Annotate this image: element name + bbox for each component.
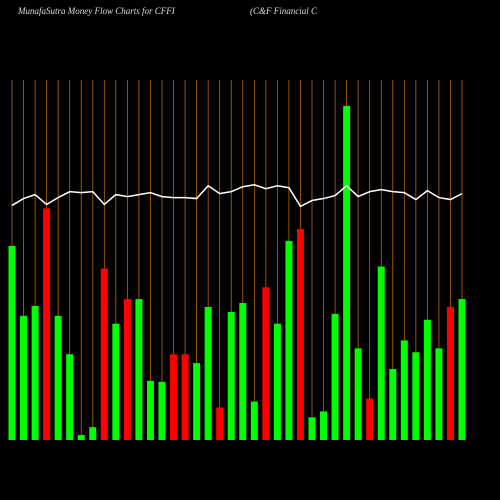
bar: [20, 315, 28, 440]
bar: [285, 240, 293, 440]
bar: [343, 105, 351, 441]
bar: [43, 208, 51, 440]
bar: [308, 417, 316, 440]
bar: [262, 287, 270, 440]
bar: [66, 354, 74, 440]
bar: [146, 380, 154, 440]
bar: [400, 340, 408, 440]
line: [11, 183, 463, 208]
bar: [227, 311, 235, 440]
bar: [204, 306, 212, 440]
bar: [158, 381, 166, 440]
bar: [181, 354, 189, 440]
bar: [366, 398, 374, 440]
bar: [412, 352, 420, 440]
bar: [239, 303, 247, 440]
bar: [435, 348, 443, 440]
bar: [8, 245, 16, 440]
bar: [423, 319, 431, 440]
bar: [446, 306, 454, 440]
bar: [296, 229, 304, 440]
bar: [331, 313, 339, 440]
bar: [100, 268, 108, 440]
bar: [112, 323, 120, 440]
bar: [250, 401, 258, 440]
bar: [54, 315, 62, 440]
bar: [77, 435, 85, 440]
bar: [216, 407, 224, 440]
bar: [273, 323, 281, 440]
bar: [354, 348, 362, 440]
bar: [320, 411, 328, 440]
bar: [123, 299, 131, 440]
bar: [170, 354, 178, 440]
bar: [389, 369, 397, 440]
bar: [377, 266, 385, 440]
bar: [89, 427, 97, 440]
chart-title: MunafaSutra Money Flow Charts for CFFI: [17, 6, 176, 16]
chart-subtitle: (C&F Financial C: [250, 6, 318, 16]
bar: [193, 363, 201, 440]
bar: [458, 299, 466, 440]
bar: [135, 299, 143, 440]
bar: [31, 305, 39, 440]
